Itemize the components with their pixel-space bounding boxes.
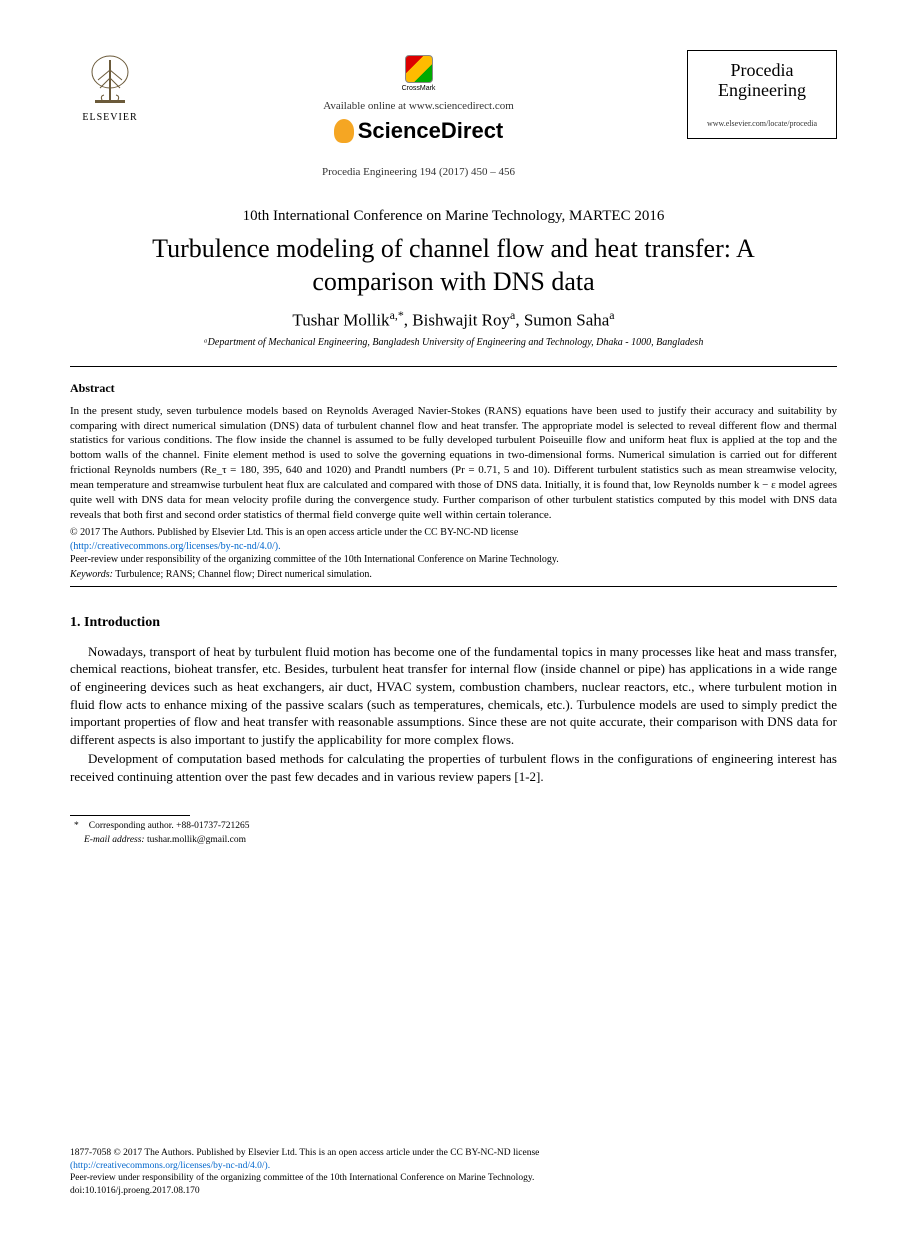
intro-para-1: Nowadays, transport of heat by turbulent… — [70, 643, 837, 748]
title-line1: Turbulence modeling of channel flow and … — [152, 234, 755, 263]
keywords-line: Keywords: Turbulence; RANS; Channel flow… — [70, 569, 837, 580]
peer-review-line: Peer-review under responsibility of the … — [70, 553, 837, 567]
keywords-text: Turbulence; RANS; Channel flow; Direct n… — [113, 569, 372, 580]
page-header: ELSEVIER CrossMark Available online at w… — [70, 50, 837, 178]
elsevier-logo-block: ELSEVIER — [70, 50, 150, 123]
elsevier-label: ELSEVIER — [82, 112, 137, 123]
crossmark-label: CrossMark — [402, 85, 436, 92]
sciencedirect-text: ScienceDirect — [358, 118, 504, 144]
footer-peer-review: Peer-review under responsibility of the … — [70, 1173, 534, 1183]
header-center: CrossMark Available online at www.scienc… — [150, 50, 687, 178]
affiliation-line: ᵃDepartment of Mechanical Engineering, B… — [70, 337, 837, 348]
rule-bottom — [70, 586, 837, 587]
copyright-block: © 2017 The Authors. Published by Elsevie… — [70, 526, 837, 553]
sciencedirect-logo: ScienceDirect — [334, 118, 504, 144]
title-line2: comparison with DNS data — [312, 267, 594, 296]
email-address: tushar.mollik@gmail.com — [145, 835, 246, 845]
elsevier-tree-icon — [80, 50, 140, 110]
paper-title: Turbulence modeling of channel flow and … — [70, 233, 837, 298]
footnote-star-icon: * — [74, 821, 79, 831]
copyright-text: © 2017 The Authors. Published by Elsevie… — [70, 527, 518, 538]
footnote-block: *Corresponding author. +88-01737-721265 … — [70, 820, 837, 847]
license-link[interactable]: (http://creativecommons.org/licenses/by-… — [70, 541, 281, 552]
crossmark-badge[interactable]: CrossMark — [402, 55, 436, 92]
footnote-rule — [70, 815, 190, 816]
footer-license-link[interactable]: (http://creativecommons.org/licenses/by-… — [70, 1161, 270, 1171]
journal-box: Procedia Engineering www.elsevier.com/lo… — [687, 50, 837, 139]
section-1-heading: 1. Introduction — [70, 615, 837, 631]
intro-para-2: Development of computation based methods… — [70, 750, 837, 785]
authors-line: Tushar Mollika,*, Bishwajit Roya, Sumon … — [70, 308, 837, 331]
abstract-heading: Abstract — [70, 381, 837, 396]
rule-top — [70, 366, 837, 367]
footer-copyright: 1877-7058 © 2017 The Authors. Published … — [70, 1148, 539, 1158]
conference-line: 10th International Conference on Marine … — [70, 208, 837, 225]
journal-name-l2: Engineering — [696, 81, 828, 101]
footer-doi: doi:10.1016/j.proeng.2017.08.170 — [70, 1186, 200, 1196]
crossmark-icon — [405, 55, 433, 83]
available-online-text: Available online at www.sciencedirect.co… — [150, 100, 687, 112]
page-footer: 1877-7058 © 2017 The Authors. Published … — [70, 1147, 837, 1198]
corresponding-author: Corresponding author. +88-01737-721265 — [89, 821, 250, 831]
journal-name-l1: Procedia — [696, 61, 828, 81]
keywords-label: Keywords: — [70, 569, 113, 580]
journal-url: www.elsevier.com/locate/procedia — [696, 119, 828, 128]
sd-bulb-icon — [334, 119, 354, 143]
email-label: E-mail address: — [84, 835, 145, 845]
abstract-body: In the present study, seven turbulence m… — [70, 404, 837, 523]
citation-line: Procedia Engineering 194 (2017) 450 – 45… — [150, 166, 687, 178]
